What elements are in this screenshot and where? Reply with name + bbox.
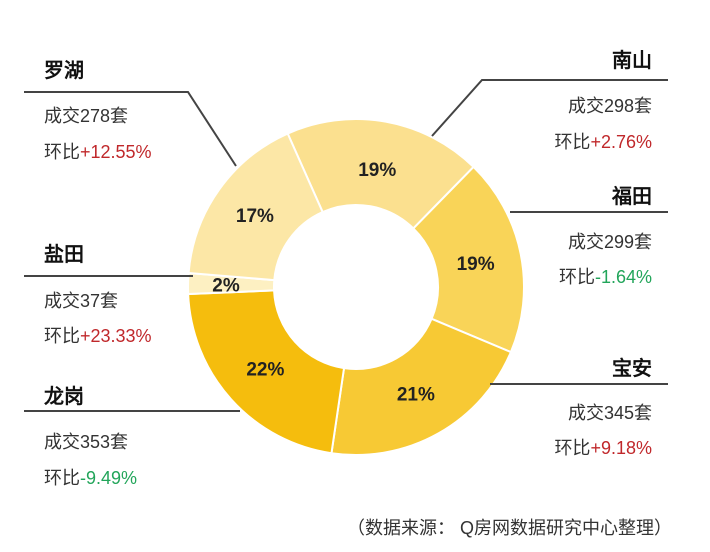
mom-baoan: 环比+9.18% bbox=[554, 438, 652, 458]
slice-luohu bbox=[187, 132, 324, 282]
district-name-yantian: 盐田 bbox=[44, 244, 84, 266]
volume-luohu: 成交278套 bbox=[44, 106, 129, 126]
slice-nanshan bbox=[286, 118, 475, 230]
volume-futian: 成交299套 bbox=[567, 232, 652, 252]
slice-baoan bbox=[330, 317, 513, 456]
data-source-note: （数据来源： Q房网数据研究中心整理） bbox=[346, 518, 672, 538]
mom-longgang: 环比-9.49% bbox=[44, 468, 138, 488]
leader-line-nanshan bbox=[431, 79, 668, 137]
percent-label-longgang: 22% bbox=[246, 360, 284, 381]
mom-nanshan: 环比+2.76% bbox=[554, 132, 652, 152]
district-name-longgang: 龙岗 bbox=[44, 386, 84, 408]
percent-label-baoan: 21% bbox=[397, 384, 435, 405]
volume-baoan: 成交345套 bbox=[567, 403, 652, 423]
percent-label-futian: 19% bbox=[457, 254, 495, 275]
district-name-baoan: 宝安 bbox=[612, 358, 652, 380]
mom-yantian: 环比+23.33% bbox=[44, 326, 152, 346]
percent-label-nanshan: 19% bbox=[358, 160, 396, 181]
mom-futian: 环比-1.64% bbox=[558, 267, 652, 287]
volume-yantian: 成交37套 bbox=[44, 291, 119, 311]
slice-longgang bbox=[187, 289, 346, 455]
district-name-luohu: 罗湖 bbox=[44, 60, 84, 82]
leader-line-luohu bbox=[24, 91, 237, 167]
mom-luohu: 环比+12.55% bbox=[44, 142, 152, 162]
slice-futian bbox=[411, 165, 525, 354]
volume-nanshan: 成交298套 bbox=[567, 96, 652, 116]
district-name-futian: 福田 bbox=[612, 186, 652, 208]
percent-label-yantian: 2% bbox=[212, 275, 240, 296]
district-name-nanshan: 南山 bbox=[612, 50, 652, 72]
percent-label-luohu: 17% bbox=[236, 206, 274, 227]
volume-longgang: 成交353套 bbox=[44, 432, 129, 452]
